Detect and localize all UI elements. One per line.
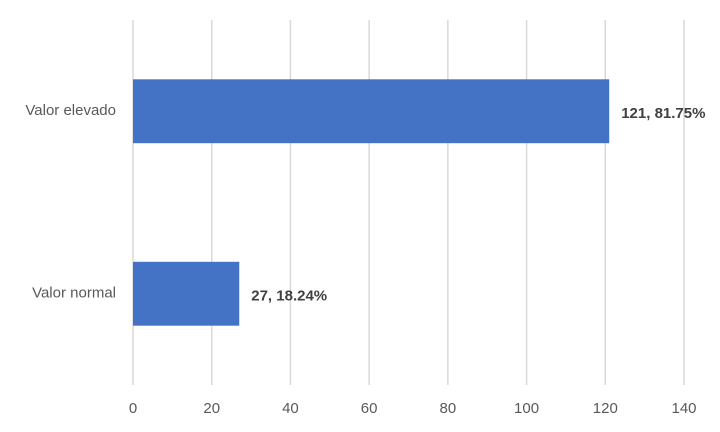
x-tick-label: 40 [282,400,299,417]
x-tick-label: 120 [593,400,618,417]
x-tick-label: 60 [361,400,378,417]
data-label: 121, 81.75% [621,105,705,122]
x-tick-label: 20 [203,400,220,417]
bar [133,261,240,326]
x-tick-label: 0 [129,400,137,417]
y-tick-label: Valor normal [32,285,116,302]
y-tick-label: Valor elevado [25,102,116,119]
x-tick-label: 140 [671,400,696,417]
x-tick-label: 80 [440,400,457,417]
data-label: 27, 18.24% [251,288,327,305]
x-tick-label: 100 [514,400,539,417]
bar [133,79,610,144]
